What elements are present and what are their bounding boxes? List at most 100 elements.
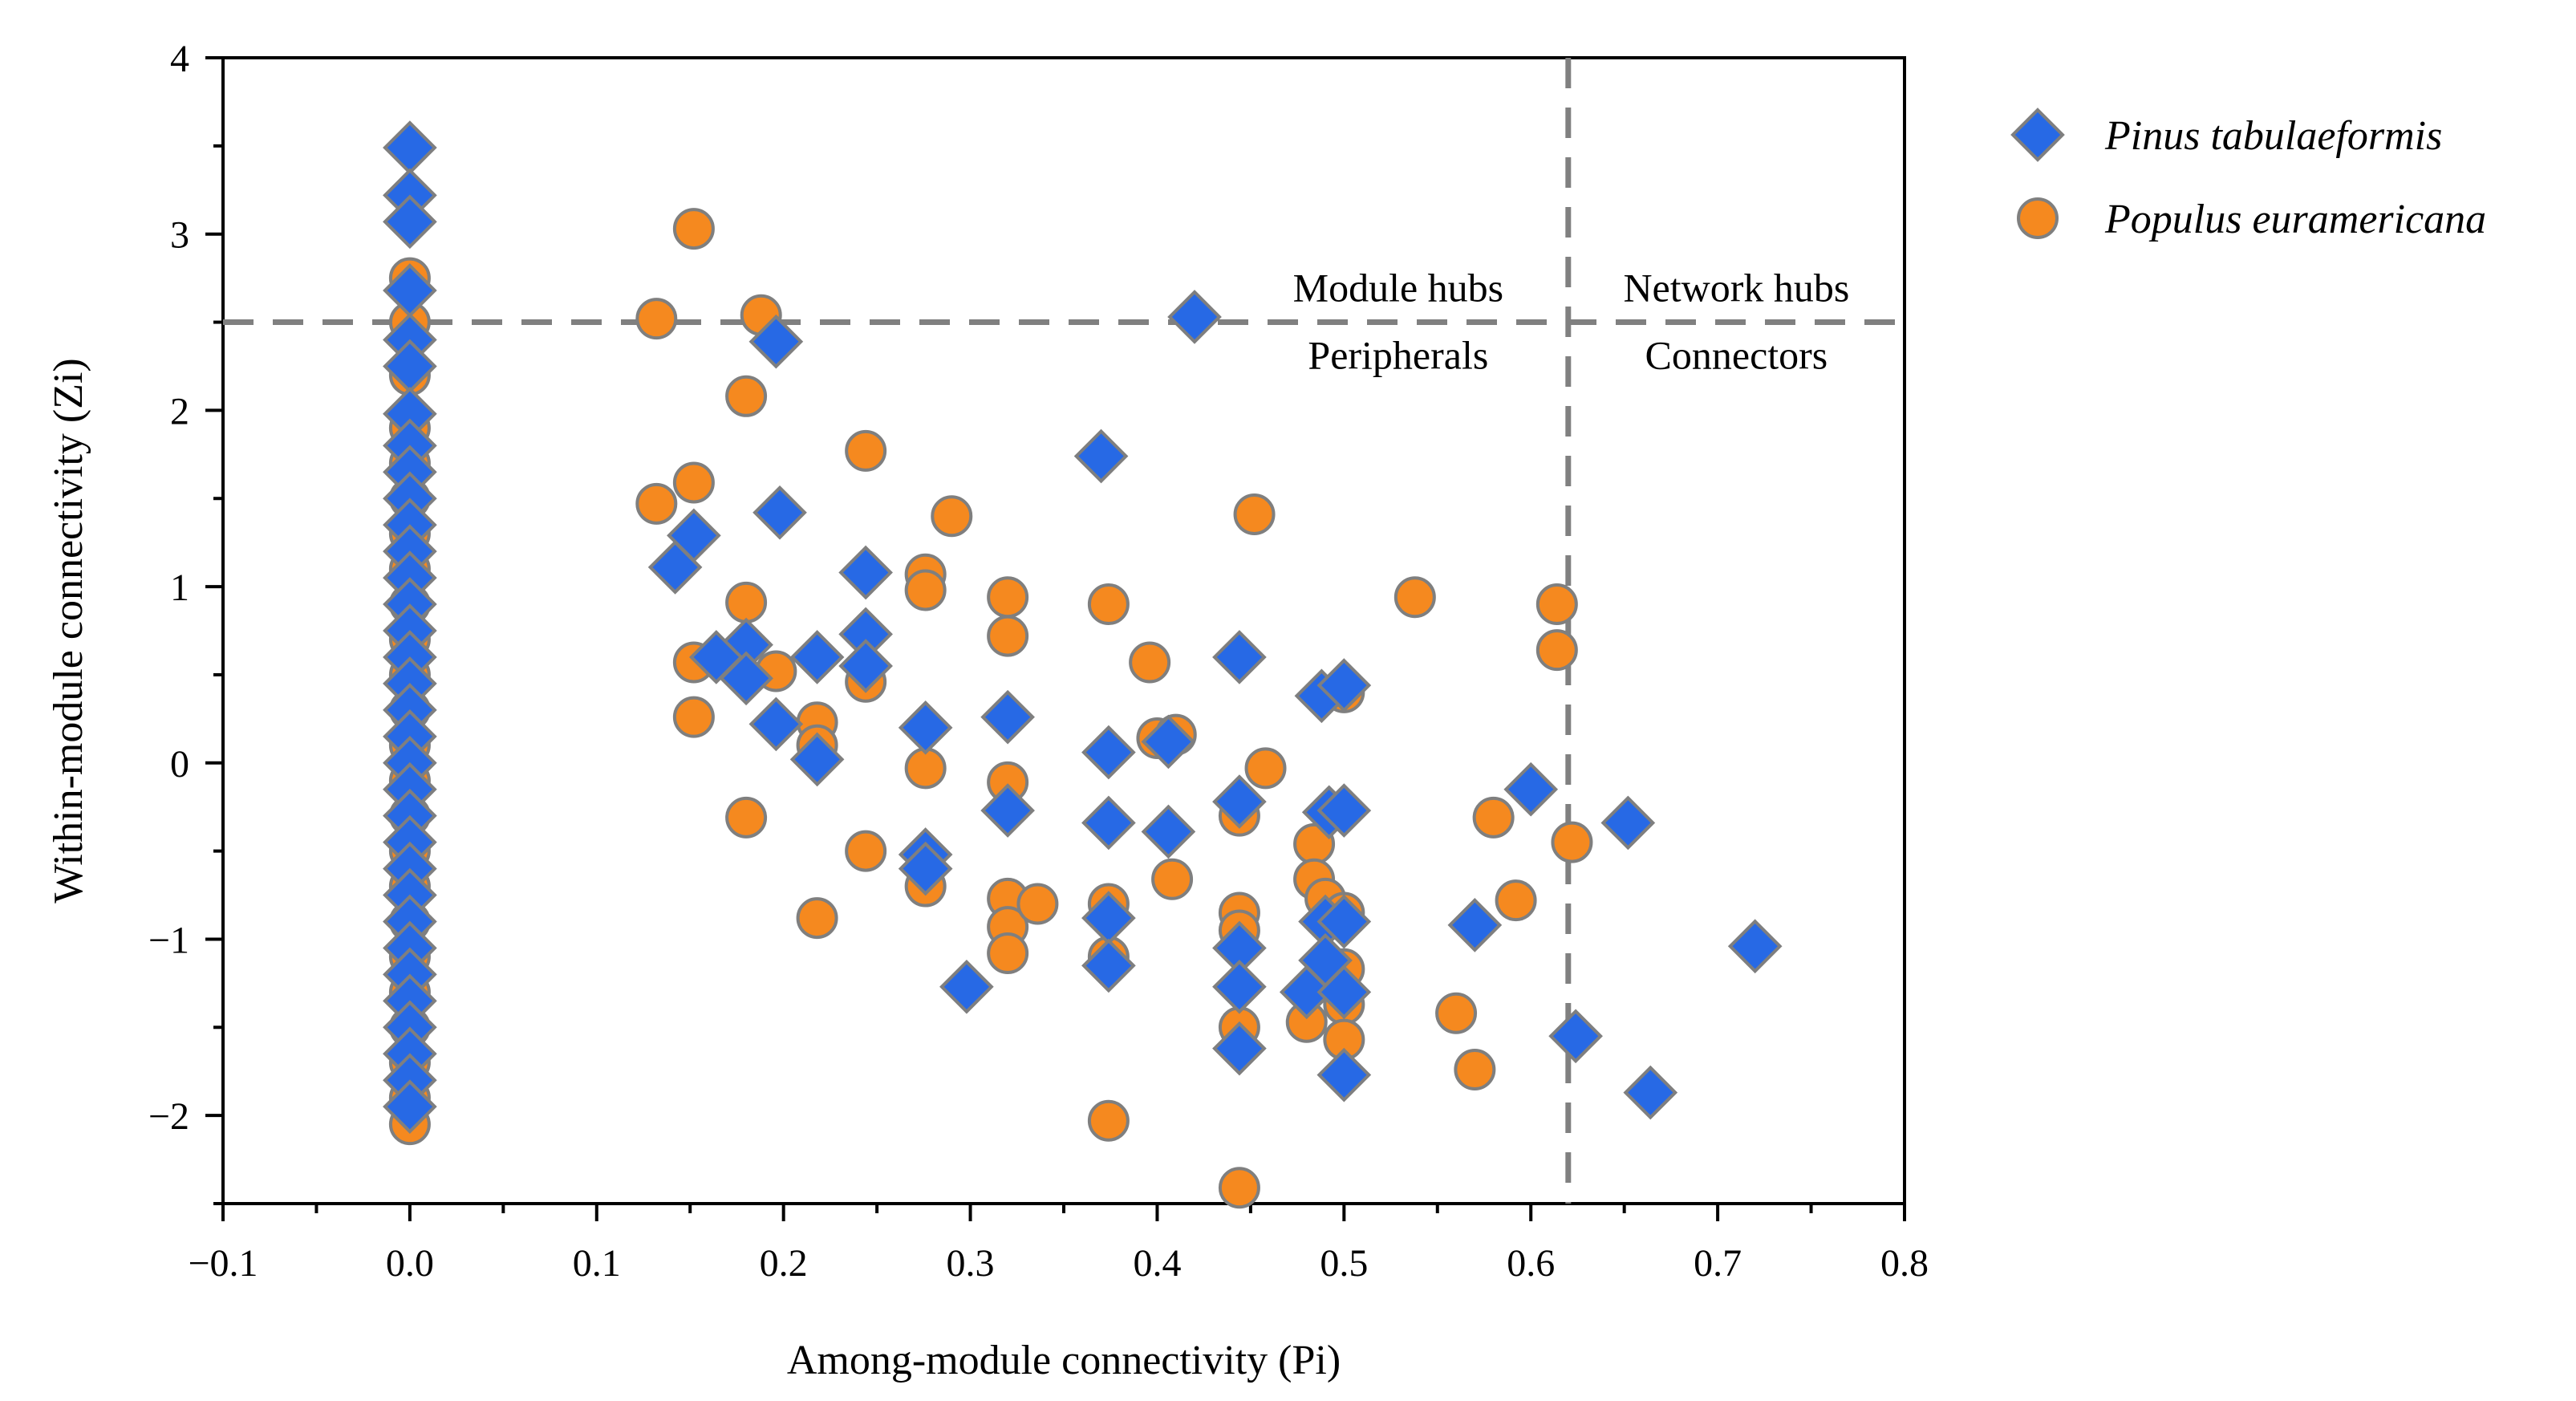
data-point-diamond [939,959,994,1014]
y-tick-label: −2 [148,1095,189,1138]
data-point-diamond [1316,964,1372,1020]
data-point-circle [1495,879,1537,922]
data-point-circle [635,482,678,525]
data-point-diamond [1447,898,1503,952]
x-tick-label: −0.1 [188,1242,258,1285]
x-tick-label: 0.1 [573,1242,621,1285]
y-tick-label: 2 [170,390,189,432]
x-tick-label: 0.7 [1694,1242,1742,1285]
data-point-circle [1535,629,1578,672]
data-point-circle [1244,747,1287,790]
data-point-diamond [980,783,1035,838]
region-label-peripherals: Peripherals [1308,333,1488,378]
data-point-circle [725,796,768,839]
x-tick-label: 0.3 [947,1242,995,1285]
data-point-circle [845,830,887,872]
data-point-diamond [688,630,744,684]
data-point-diamond [383,194,437,250]
data-point-diamond [1073,428,1129,484]
x-tick-label: 0.4 [1133,1242,1181,1285]
data-point-circle [1535,583,1578,626]
data-point-diamond [1212,1021,1267,1076]
data-point-circle [672,696,715,738]
data-point-diamond [1141,714,1196,770]
data-point-diamond [1316,1047,1372,1103]
x-tick-label: 0.6 [1507,1242,1555,1285]
data-point-diamond [1316,894,1372,949]
data-point-circle [1472,796,1515,839]
data-point-circle [1087,583,1130,626]
legend-marker-circle [2017,197,2059,239]
data-point-circle [1393,576,1436,619]
data-point-diamond [383,120,437,175]
plot-frame [221,56,1906,1205]
data-point-circle [1233,493,1276,536]
data-point-circle [1435,992,1478,1034]
legend-label: Pinus tabulaeformis [2104,113,2442,159]
data-point-diamond [719,651,773,706]
x-tick-label: 0.0 [386,1242,434,1285]
x-tick-label: 0.8 [1880,1242,1929,1285]
legend: Pinus tabulaeformis Populus euramericana [2010,108,2486,242]
legend-label: Populus euramericana [2104,197,2486,242]
data-point-diamond [1503,761,1559,817]
data-point-diamond [1081,795,1136,851]
y-tick-label: 4 [170,38,189,80]
data-point-diamond [1316,658,1372,713]
legend-marker-diamond [2010,108,2065,162]
data-point-diamond [1081,938,1136,993]
data-point-diamond [748,314,804,369]
data-point-diamond [1548,1009,1603,1064]
data-point-circle [672,208,715,250]
data-point-diamond [1727,919,1783,974]
data-point-diamond [1623,1065,1678,1120]
data-point-circle [987,615,1029,657]
data-point-circle [987,932,1029,975]
data-point-diamond [1212,959,1267,1014]
data-point-diamond [898,841,953,896]
data-point-circle [725,375,768,417]
region-label-network-hubs: Network hubs [1623,266,1849,311]
data-point-diamond [1167,290,1222,344]
data-point-circle [1551,821,1593,863]
data-point-circle [672,461,715,504]
data-point-diamond [1141,804,1196,859]
data-point-diamond [383,1079,437,1134]
data-point-circle [1087,1099,1130,1142]
data-point-circle [1218,1167,1260,1209]
legend-item: Pinus tabulaeformis [2010,108,2442,162]
x-tick-label: 0.5 [1320,1242,1368,1285]
data-point-diamond [789,630,845,684]
data-point-circle [1129,641,1171,684]
data-point-diamond [838,545,893,600]
data-point-diamond [898,700,953,755]
data-point-circle [1151,858,1194,900]
data-point-diamond [789,732,845,787]
data-point-circle [635,298,678,340]
data-point-circle [1016,883,1059,925]
data-point-circle [931,495,973,538]
data-point-diamond [753,485,807,540]
x-tick-label: 0.2 [760,1242,808,1285]
data-point-circle [987,576,1029,619]
region-label-connectors: Connectors [1645,333,1828,378]
data-point-diamond [1316,783,1372,838]
data-point-diamond [647,540,703,595]
data-point-diamond [1081,725,1136,780]
region-label-module-hubs: Module hubs [1293,266,1504,311]
data-point-circle [796,897,838,940]
y-tick-label: 1 [170,566,189,609]
y-tick-label: −1 [148,919,189,961]
x-axis-title: Among-module connectivity (Pi) [787,1338,1341,1383]
data-point-circle [845,429,887,472]
series-pinus-tabulaeformis [383,120,1783,1134]
data-point-circle [904,569,947,611]
data-point-diamond [980,689,1035,745]
y-tick-label: 3 [170,214,189,257]
data-point-diamond [748,696,804,752]
data-point-circle [1454,1049,1496,1091]
data-point-diamond [838,639,893,693]
data-point-diamond [1212,774,1267,829]
plot-area: −0.1 0.0 0.1 0.2 0.3 0.4 0.5 0.6 0.7 0.8 −2 −1 0 1 2 3 4… [46,38,1929,1383]
